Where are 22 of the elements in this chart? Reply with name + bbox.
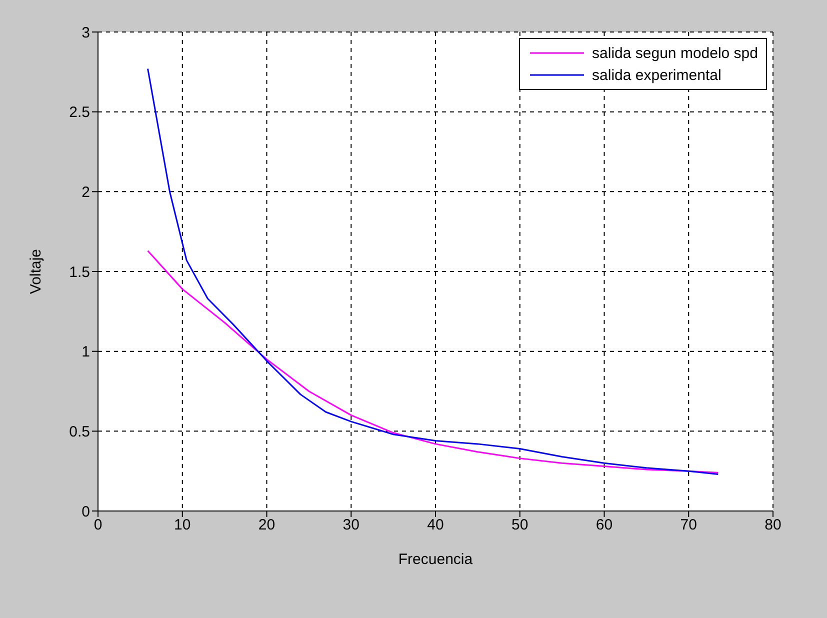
x-tick-label: 30 xyxy=(342,516,360,534)
legend-label: salida segun modelo spd xyxy=(592,44,758,62)
line-series xyxy=(147,250,719,474)
y-tick-label: 3 xyxy=(82,24,90,42)
x-tick-label: 80 xyxy=(764,516,782,534)
legend-label: salida experimental xyxy=(592,66,722,84)
x-tick-label: 10 xyxy=(174,516,191,534)
y-tick-label: 2 xyxy=(82,184,90,201)
x-tick-label: 20 xyxy=(258,516,276,534)
y-tick-label: 1 xyxy=(82,344,90,361)
y-tick-label: 0.5 xyxy=(69,423,90,440)
x-tick-label: 40 xyxy=(427,516,444,534)
y-tick-label: 0 xyxy=(82,503,90,520)
line-series xyxy=(147,68,719,476)
y-tick-label: 2.5 xyxy=(69,104,90,122)
x-tick-label: 50 xyxy=(512,516,528,534)
x-tick-label: 70 xyxy=(680,516,697,534)
y-tick-label: 1.5 xyxy=(69,264,90,281)
y-axis-title: Voltaje xyxy=(27,248,44,294)
x-tick-label: 60 xyxy=(596,516,613,534)
x-axis-title: Frecuencia xyxy=(398,551,474,568)
x-tick-label: 0 xyxy=(94,516,102,534)
